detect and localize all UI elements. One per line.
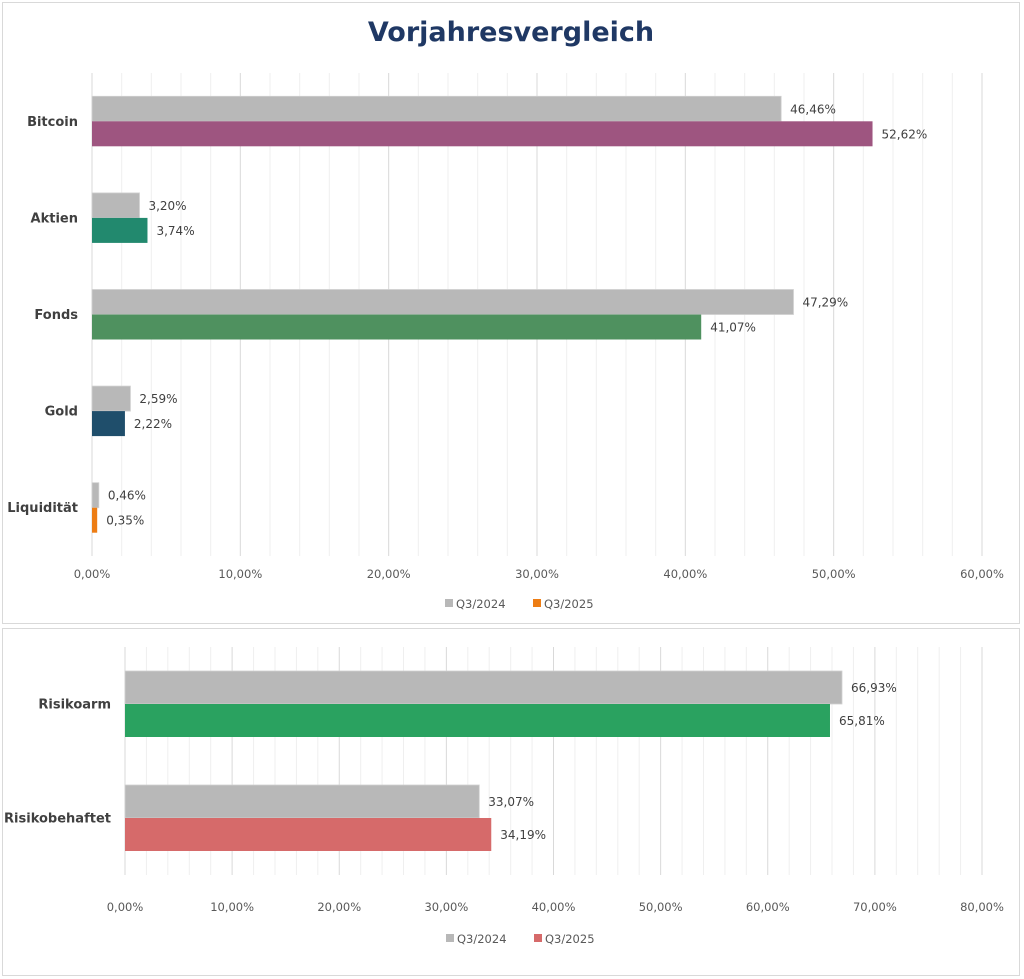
bar-q3-2024 — [91, 385, 131, 412]
x-tick-label: 50,00% — [639, 900, 683, 914]
x-tick-label: 20,00% — [367, 567, 411, 581]
data-label: 52,62% — [882, 127, 928, 141]
bar-q3-2024 — [124, 784, 480, 819]
chart-title: Vorjahresvergleich — [367, 17, 655, 48]
category-label: Aktien — [31, 211, 78, 226]
x-tick-label: 20,00% — [317, 900, 361, 914]
bar-q3-2024 — [91, 289, 794, 315]
data-label: 3,74% — [156, 224, 194, 238]
x-tick-label: 70,00% — [853, 900, 897, 914]
x-tick-label: 0,00% — [74, 567, 111, 581]
category-label: Risikobehaftet — [4, 812, 111, 827]
data-label: 41,07% — [710, 321, 756, 335]
bar-q3-2025 — [92, 411, 125, 437]
data-label: 0,46% — [108, 489, 146, 503]
x-tick-label: 40,00% — [663, 567, 707, 581]
data-label: 66,93% — [851, 681, 897, 695]
bar-q3-2025 — [92, 217, 148, 243]
legend-swatch — [445, 599, 453, 607]
x-tick-label: 40,00% — [532, 900, 576, 914]
bar-q3-2024 — [124, 670, 843, 705]
bar-q3-2024 — [91, 95, 782, 122]
x-tick-label: 60,00% — [746, 900, 790, 914]
data-label: 65,81% — [839, 714, 885, 728]
allocation-bar-chart: 0,00% 10,00% 20,00% 30,00% 40,00% 50,00% 60,00… — [7, 73, 1004, 611]
x-tick-label: 10,00% — [210, 900, 254, 914]
category-label: Risikoarm — [38, 698, 111, 713]
bar-q3-2024 — [91, 192, 140, 219]
bar-q3-2024 — [91, 482, 100, 509]
legend-swatch — [534, 934, 542, 942]
x-tick-label: 30,00% — [424, 900, 468, 914]
legend-swatch — [446, 934, 454, 942]
category-label: Gold — [45, 405, 78, 420]
category-label: Liquidität — [7, 501, 78, 516]
legend-label: Q3/2024 — [456, 597, 506, 611]
x-tick-label: 30,00% — [515, 567, 559, 581]
data-label: 46,46% — [790, 102, 836, 116]
x-tick-label: 50,00% — [812, 567, 856, 581]
data-label: 0,35% — [106, 514, 144, 528]
bar-q3-2025 — [92, 121, 873, 147]
x-tick-label: 0,00% — [107, 900, 144, 914]
bar-q3-2025 — [92, 314, 702, 340]
data-label: 33,07% — [488, 795, 534, 809]
bar-q3-2025 — [92, 507, 98, 533]
category-label: Bitcoin — [27, 115, 78, 130]
category-label: Fonds — [34, 308, 78, 323]
data-label: 47,29% — [802, 296, 848, 310]
legend-label: Q3/2025 — [544, 597, 594, 611]
chart-panel-allocation: Vorjahresvergleich 0,00% 10,00% 20,00% 30,0… — [2, 2, 1020, 624]
bar-q3-2025 — [125, 704, 830, 737]
bar-q3-2025 — [125, 818, 492, 851]
x-tick-label: 10,00% — [218, 567, 262, 581]
data-label: 34,19% — [500, 828, 546, 842]
data-label: 2,22% — [134, 417, 172, 431]
chart-panel-risk: 0,00% 10,00% 20,00% 30,00% 40,00% 50,00% 60,00… — [2, 628, 1020, 976]
legend-swatch — [533, 599, 541, 607]
x-tick-label: 60,00% — [960, 567, 1004, 581]
data-label: 3,20% — [148, 199, 186, 213]
x-tick-label: 80,00% — [960, 900, 1004, 914]
legend-label: Q3/2024 — [457, 932, 507, 946]
data-label: 2,59% — [139, 392, 177, 406]
legend-label: Q3/2025 — [545, 932, 595, 946]
risk-bar-chart: 0,00% 10,00% 20,00% 30,00% 40,00% 50,00% 60,00… — [4, 647, 1004, 946]
